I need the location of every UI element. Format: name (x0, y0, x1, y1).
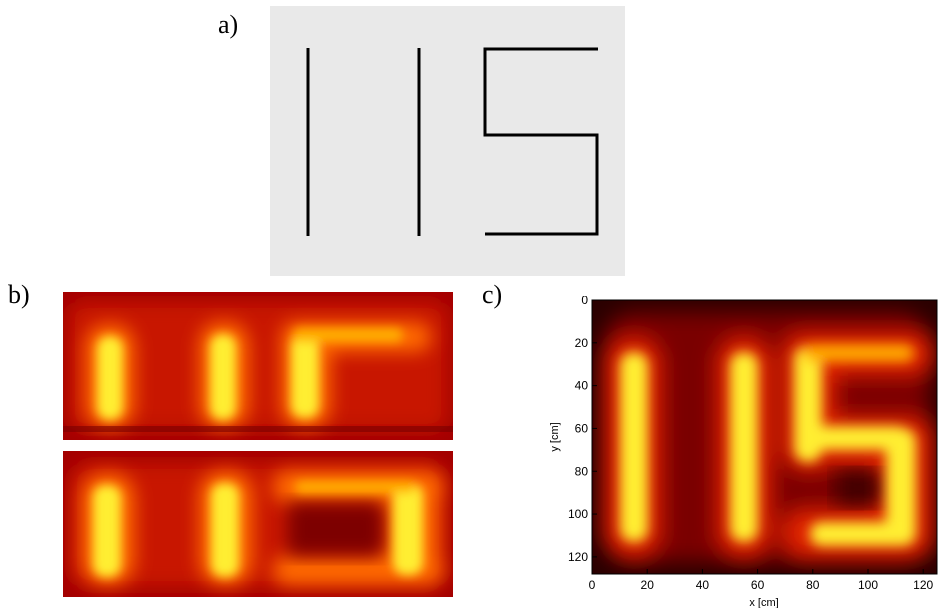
y-tick-label: 60 (575, 421, 589, 435)
x-axis-label: x [cm] (749, 597, 778, 608)
thermal-image-top (63, 292, 453, 440)
x-tick-label: 120 (913, 578, 933, 592)
x-tick-label: 20 (641, 578, 655, 592)
y-axis-label: y [cm] (549, 422, 561, 451)
schematic-115 (270, 6, 625, 276)
x-tick-label: 100 (858, 578, 878, 592)
schematic-background (270, 6, 625, 276)
y-tick-label: 100 (568, 507, 588, 521)
panel-label-a: a) (218, 10, 239, 39)
schematic-digit-5 (483, 47, 599, 236)
y-tick-label: 40 (575, 379, 589, 393)
thermal-image-bottom (63, 451, 453, 597)
x-tick-label: 80 (806, 578, 820, 592)
x-tick-label: 0 (589, 578, 596, 592)
y-tick-label: 20 (575, 336, 589, 350)
y-tick-label: 0 (581, 296, 588, 307)
heatmap-area (592, 300, 937, 574)
y-tick-label: 80 (575, 464, 589, 478)
x-tick-label: 60 (751, 578, 765, 592)
y-tick-label: 120 (568, 550, 588, 564)
panel-label-c: c) (482, 280, 503, 309)
heatmap-frame (591, 299, 938, 575)
x-tick-label: 40 (696, 578, 710, 592)
panel-label-b: b) (8, 280, 30, 309)
